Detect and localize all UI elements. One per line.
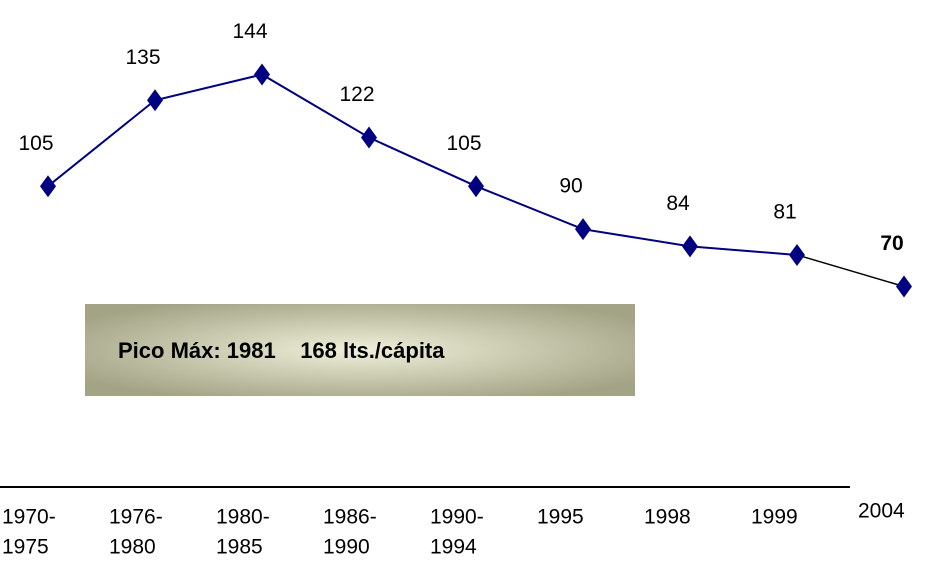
x-tick-label: 1985 xyxy=(216,536,263,559)
data-label: 105 xyxy=(446,132,481,155)
annotation-box xyxy=(85,304,635,396)
data-label: 70 xyxy=(880,232,903,255)
x-tick-label: 1994 xyxy=(430,536,477,559)
x-tick-label: 1975 xyxy=(2,536,49,559)
marker xyxy=(789,243,805,266)
data-label: 105 xyxy=(18,132,53,155)
data-label: 90 xyxy=(559,175,582,198)
x-tick-label: 1986- xyxy=(323,506,377,529)
data-label: 84 xyxy=(666,192,690,215)
marker xyxy=(254,63,270,86)
marker xyxy=(147,89,163,112)
annotation: Pico Máx: 1981 168 lts./cápita xyxy=(118,338,445,363)
x-tick-label: 1980- xyxy=(216,506,270,529)
marker xyxy=(896,275,912,298)
x-tick-label: 1990 xyxy=(323,536,370,559)
data-label: 144 xyxy=(232,20,267,43)
line-last xyxy=(796,254,905,288)
marker xyxy=(468,175,484,198)
line xyxy=(47,73,798,256)
data-label: 122 xyxy=(339,83,374,106)
x-tick-label: 1990- xyxy=(430,506,484,529)
x-tick-label: 1970- xyxy=(2,506,56,529)
marker xyxy=(40,175,56,198)
marker xyxy=(361,126,377,149)
x-tick-label: 1995 xyxy=(537,506,584,529)
data-label: 135 xyxy=(125,46,160,69)
x-tick-label: 1980 xyxy=(109,536,156,559)
x-tick-label: 1998 xyxy=(644,506,691,529)
data-label: 81 xyxy=(773,201,796,224)
marker xyxy=(575,218,591,241)
x-tick-label: 1999 xyxy=(751,506,798,529)
x-tick-label: 1976- xyxy=(109,506,163,529)
x-tick-label: 2004 xyxy=(858,500,905,523)
marker xyxy=(682,235,698,258)
